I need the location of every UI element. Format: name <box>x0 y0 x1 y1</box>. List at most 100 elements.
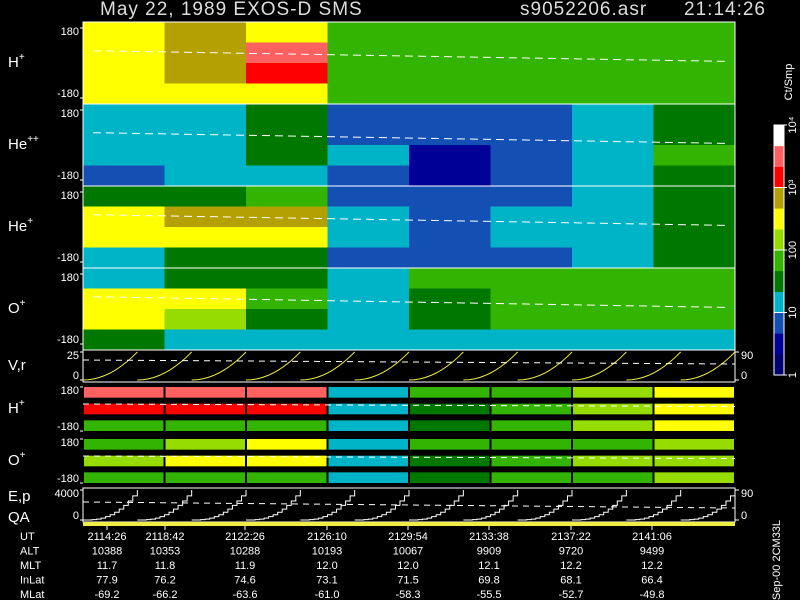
label-sup: + <box>19 398 25 409</box>
energy-curve <box>83 490 138 521</box>
label-sup: + <box>20 298 26 309</box>
row-name: MLat <box>20 589 44 600</box>
spectrogram-cell <box>653 329 736 351</box>
spectrogram-cell <box>490 124 573 146</box>
spectrogram-cell <box>327 227 410 248</box>
velocity-curve <box>571 351 627 381</box>
spectrogram-cell <box>572 104 654 125</box>
spectrogram-cell <box>572 329 654 351</box>
spectrogram-cell <box>409 288 491 310</box>
label-sup: + <box>27 216 33 227</box>
spectrogram-cell <box>165 420 245 431</box>
panel-label: H+ <box>8 398 25 417</box>
spectrogram-cell <box>165 472 245 483</box>
trace-line <box>82 455 736 459</box>
panel-label: O+ <box>8 298 26 317</box>
spectrogram-cell <box>409 42 491 64</box>
spectrogram-cell <box>491 472 571 483</box>
table-cell: 66.4 <box>641 574 662 586</box>
spectrogram-cell <box>409 268 491 289</box>
energy-curve <box>572 490 627 521</box>
spectrogram-cell <box>164 309 247 330</box>
row-name: InLat <box>20 574 44 586</box>
spectrogram-cell <box>164 104 247 125</box>
spectrogram-cell <box>84 472 164 483</box>
colorbar-bin <box>774 145 784 167</box>
title: May 22, 1989 EXOS-D SMS <box>100 0 363 20</box>
spectrogram-cell <box>490 63 573 84</box>
footer-note: Sep-00 2CM33L <box>771 520 783 600</box>
colorbar-bin <box>774 229 784 251</box>
table-cell: 9909 <box>477 545 501 557</box>
spectrogram-cell <box>572 206 654 228</box>
table-cell: 10353 <box>150 545 181 557</box>
spectrogram-cell <box>653 83 736 105</box>
spectrogram-cell <box>491 455 571 467</box>
colorbar-bin <box>774 250 784 272</box>
colorbar-bin <box>774 333 784 355</box>
spectrogram-cell <box>247 420 327 431</box>
y-tick-label: 180 <box>61 26 79 38</box>
spectrogram-cell <box>327 124 410 146</box>
spectrogram-cell <box>165 387 245 398</box>
energy-curve <box>409 490 464 521</box>
y-tick-label: -180 <box>57 421 79 433</box>
table-cell: 11.7 <box>97 560 118 572</box>
spectrogram-cell <box>327 309 410 330</box>
spectrogram-cell <box>410 403 490 415</box>
spectrogram-cell <box>409 124 491 146</box>
spectrogram-cell <box>573 387 653 398</box>
spectrogram-cell <box>164 288 247 310</box>
table-cell: 11.9 <box>235 560 256 572</box>
spectrogram-cell <box>653 104 736 125</box>
spectrogram-cell <box>165 439 245 450</box>
table-cell: 71.5 <box>397 574 418 586</box>
y-tick-label: -180 <box>57 473 79 485</box>
spectrogram-cell <box>409 22 491 43</box>
spectrogram-cell <box>653 42 736 64</box>
table-cell: 10193 <box>312 545 343 557</box>
velocity-curve <box>680 351 736 381</box>
spectrogram-cell <box>328 403 408 415</box>
y-tick-label: 180 <box>61 190 79 202</box>
spectrogram-cell <box>490 83 573 105</box>
colorbar-tick-label: 10⁴ <box>787 116 799 133</box>
spectrogram-cell <box>490 42 573 64</box>
spectrogram-cell <box>164 247 247 269</box>
spectrogram-cell <box>409 186 491 207</box>
spectrogram-cell <box>490 186 573 207</box>
panel-label: He++ <box>8 134 39 153</box>
energy-curve <box>517 490 573 521</box>
velocity-curve <box>300 351 356 381</box>
spectrogram-cell <box>164 22 247 43</box>
colorbar-bin <box>774 125 784 147</box>
spectrogram-cell <box>572 63 654 84</box>
spectrogram-cell <box>327 206 410 228</box>
spectrogram-cell <box>83 309 165 330</box>
spectrogram-cell <box>490 268 573 289</box>
spectrogram-cell <box>328 387 408 398</box>
spectrogram-cell <box>653 227 736 248</box>
spectrogram-cell <box>490 247 573 269</box>
spectrogram-cell <box>83 206 165 228</box>
spectrogram-cell <box>246 124 328 146</box>
file-name: s9052206.asr <box>520 0 647 20</box>
energy-curve <box>354 490 410 521</box>
spectrogram-cell <box>83 104 165 125</box>
spectrogram-cell <box>572 83 654 105</box>
spectrogram-cell <box>246 206 328 228</box>
spectrogram-cell <box>84 403 164 415</box>
y-tick-label: 0 <box>741 370 747 382</box>
colorbar-tick-label: 100 <box>787 241 799 259</box>
y-tick-label: 180 <box>61 272 79 284</box>
table-cell: 2129:54 <box>388 531 428 543</box>
trace-line <box>92 132 726 144</box>
spectrogram-cell <box>410 387 490 398</box>
spectrogram-cell <box>165 455 245 467</box>
y-tick-label: 90 <box>741 350 753 362</box>
spectrogram-cell <box>327 329 410 351</box>
spectrogram-cell <box>410 439 490 450</box>
table-cell: 2118:42 <box>146 531 185 543</box>
table-cell: 12.1 <box>478 560 499 572</box>
energy-curve <box>300 490 356 521</box>
